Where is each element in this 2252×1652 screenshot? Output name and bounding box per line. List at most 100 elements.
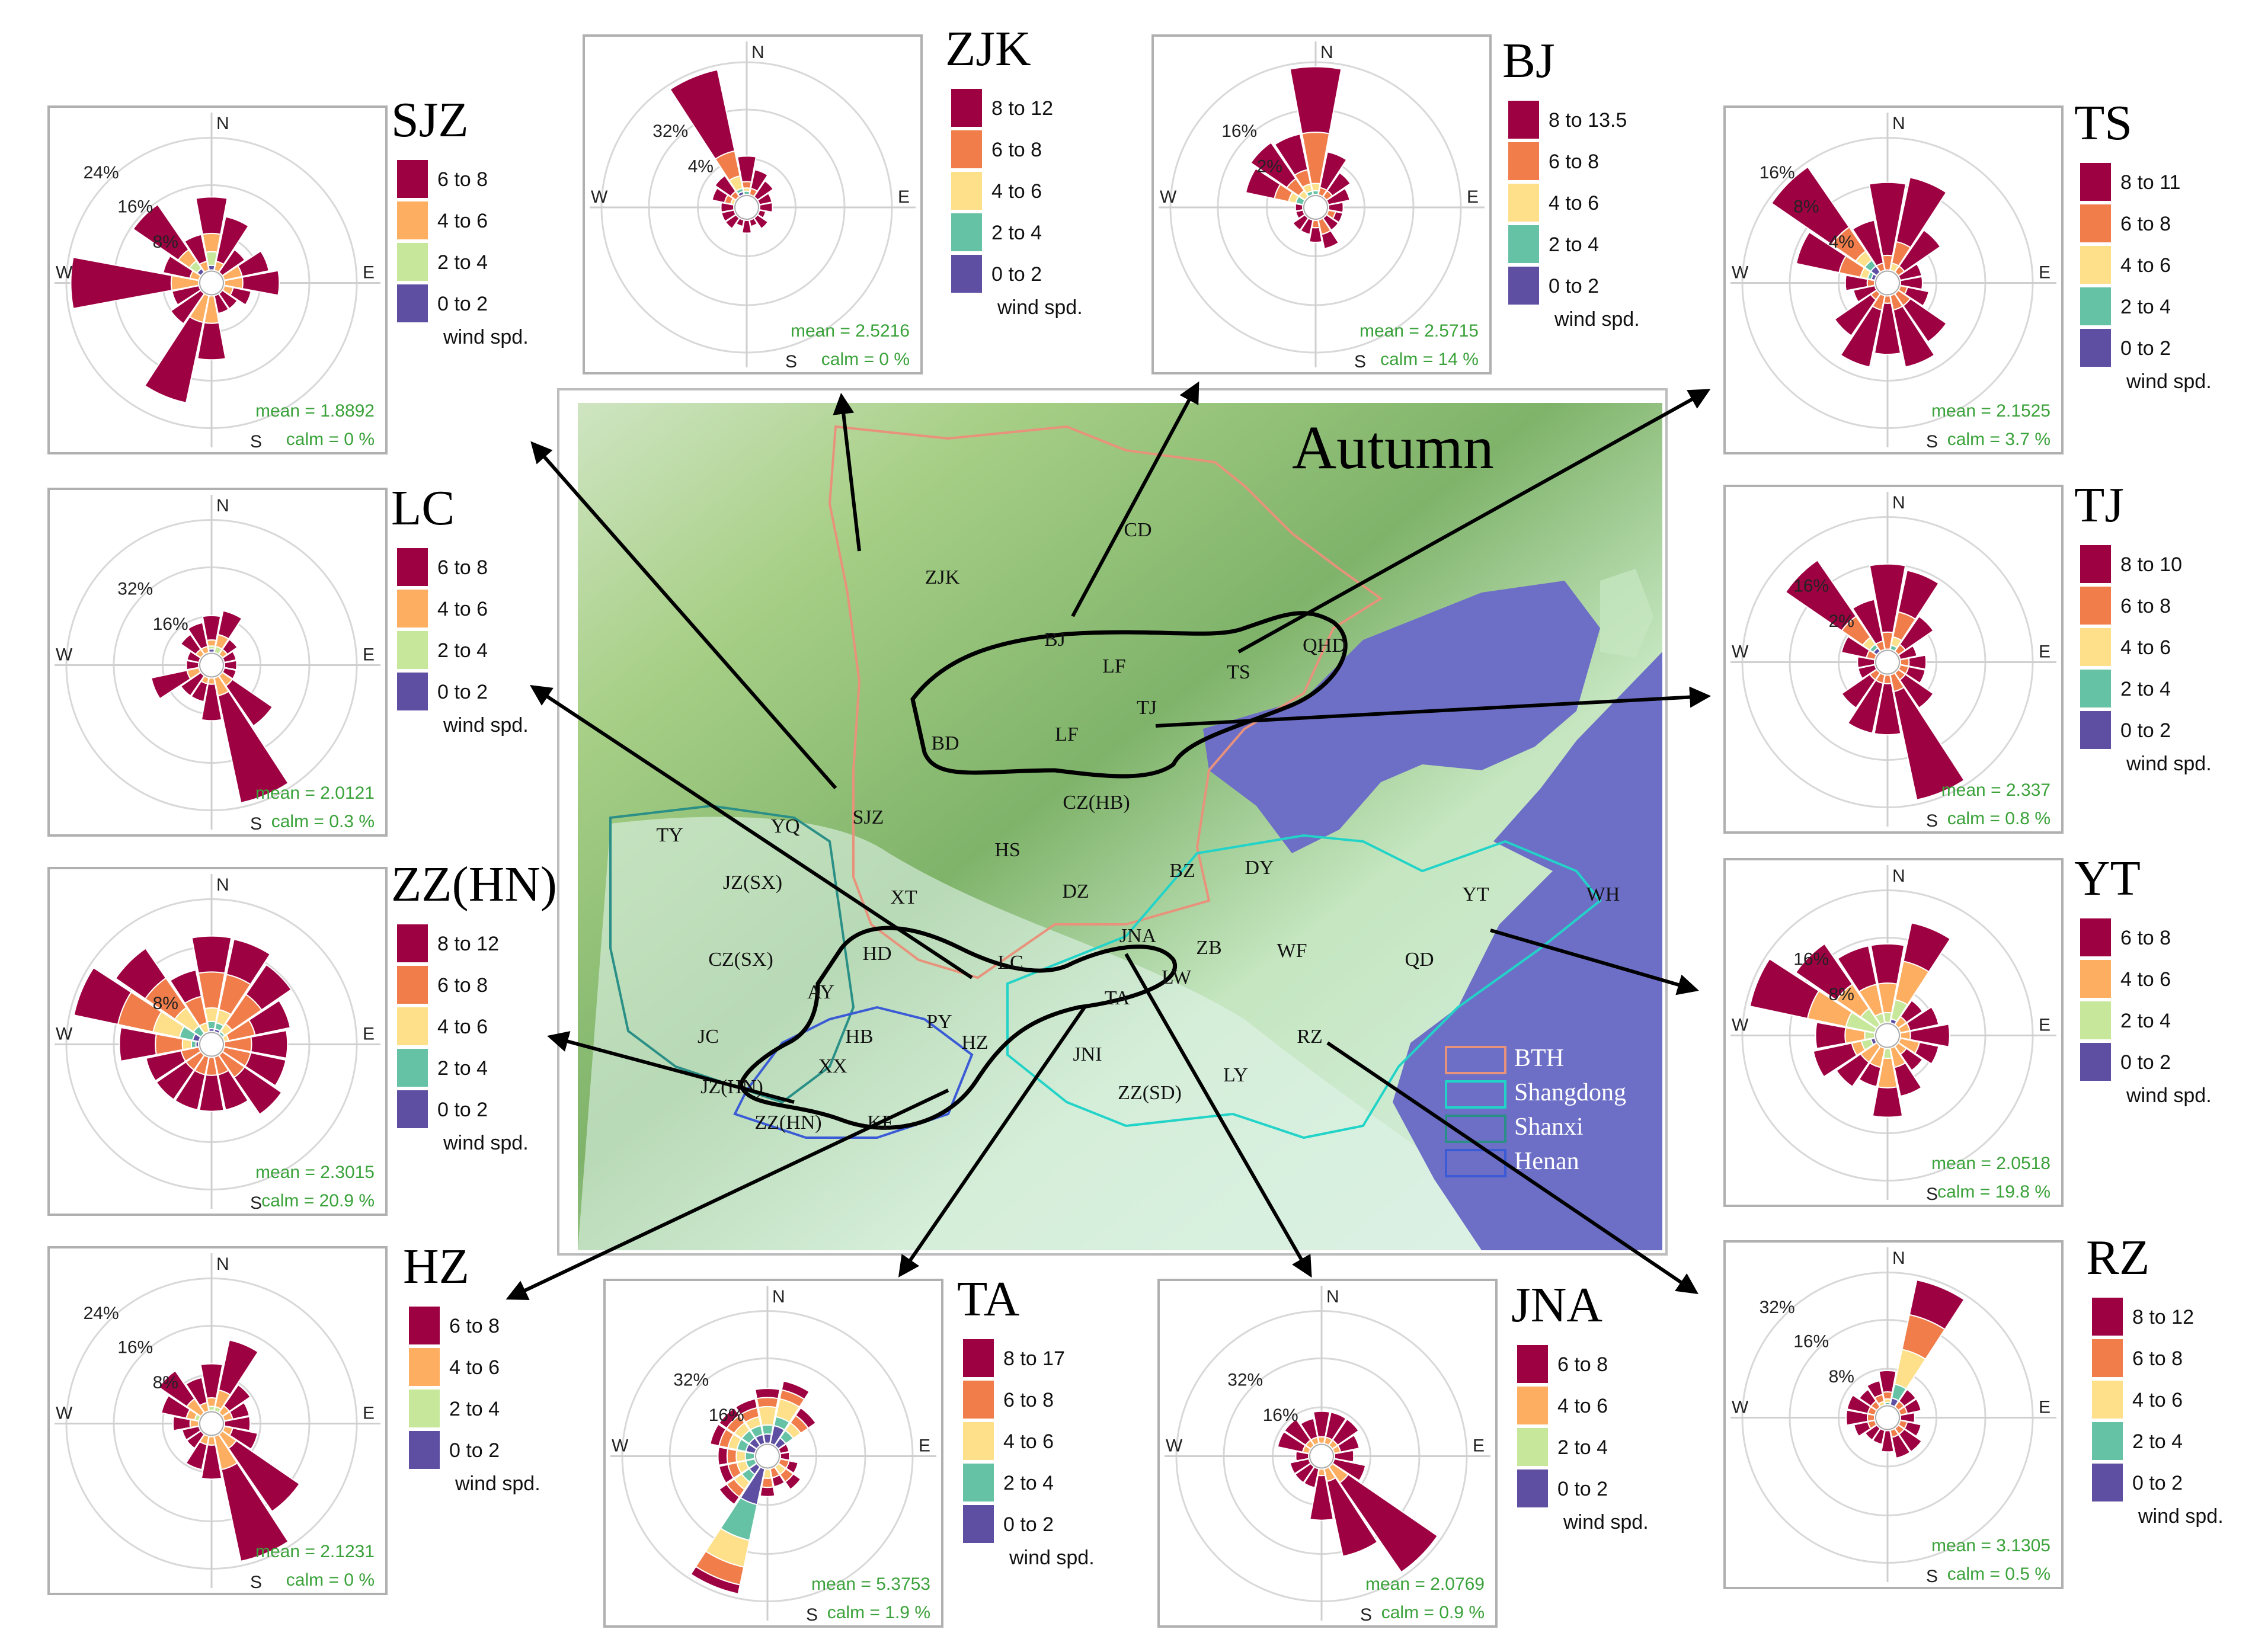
dir-w: W <box>1732 642 1749 662</box>
rose-petal-segment <box>222 667 237 680</box>
city-label: LF <box>1055 723 1079 745</box>
speed-swatch <box>1508 225 1539 263</box>
city-label: YQ <box>770 815 799 837</box>
speed-swatch <box>409 1307 440 1344</box>
city-label: LC <box>997 952 1023 974</box>
speed-label: 2 to 4 <box>437 1057 488 1080</box>
dir-w: W <box>612 1436 629 1456</box>
city-label: BZ <box>1169 860 1195 882</box>
dir-s: S <box>1926 811 1938 831</box>
rose-petal-segment <box>714 174 737 197</box>
rose-petal-segment <box>180 633 202 655</box>
rose-petal-segment <box>1339 1473 1439 1573</box>
legend-footer: wind spd. <box>1554 308 1640 331</box>
region-legend: BTH Shangdong Shanxi Henan <box>1445 1045 1626 1177</box>
ring-label: 8% <box>153 232 178 252</box>
rose-petal-segment <box>709 1423 727 1447</box>
ring-label: 2% <box>1829 612 1854 631</box>
ring-label: 32% <box>673 1371 709 1390</box>
calm-circle <box>1875 270 1900 296</box>
speed-label: 4 to 6 <box>1557 1395 1608 1417</box>
speed-label: 0 to 2 <box>2120 337 2171 360</box>
dir-e: E <box>1473 1436 1485 1456</box>
city-label: CD <box>1124 519 1151 541</box>
rose-petal-segment <box>1904 286 1930 307</box>
dir-s: S <box>250 1193 262 1213</box>
speed-label: 8 to 11 <box>2120 171 2180 194</box>
dir-e: E <box>363 263 375 283</box>
rose-petal-segment <box>1899 276 1923 290</box>
city-label: TY <box>656 824 683 846</box>
calm-stat: calm = 0 % <box>286 430 375 449</box>
rose-petal-segment <box>1313 1410 1330 1438</box>
dir-s: S <box>1926 1567 1938 1586</box>
rose-petal-segment <box>132 203 190 261</box>
rose-petal-segment <box>185 659 200 671</box>
rose-petal-segment <box>221 638 238 655</box>
rose-petal-segment <box>1840 305 1883 368</box>
ring-label: 16% <box>1221 121 1257 141</box>
rose-petal-segment <box>158 1369 196 1408</box>
rose-petal-segment <box>741 181 753 189</box>
rose-petal-segment <box>185 1376 208 1407</box>
speed-label: 2 to 4 <box>1003 1472 1054 1494</box>
legend-footer: wind spd. <box>2126 753 2212 775</box>
speed-label: 8 to 13.5 <box>1549 109 1627 132</box>
rose-petal-segment <box>718 1407 741 1429</box>
city-label: TA <box>1105 987 1130 1009</box>
ring-label: 16% <box>117 1338 153 1358</box>
rose-petal-segment <box>734 1398 758 1416</box>
city-label: XT <box>890 886 917 908</box>
rose-petal-segment <box>1898 263 1922 281</box>
calm-stat: calm = 19.8 % <box>1937 1182 2051 1202</box>
rose-petal-segment <box>1795 231 1847 274</box>
dir-e: E <box>2039 642 2051 662</box>
city-label: ZJK <box>925 566 960 588</box>
rose-petal-segment <box>241 270 280 296</box>
ring-label: 16% <box>1793 950 1829 969</box>
station-title: HZ <box>403 1239 469 1294</box>
panel-zzhn: N E W S 8% mean = 2.3015 calm = 20.9 % ZZ(HN) 8 … <box>47 857 557 1216</box>
speed-swatch <box>409 1431 440 1469</box>
rose-petal-segment <box>180 671 205 697</box>
city-label: JC <box>698 1026 719 1048</box>
dir-w: W <box>56 1025 73 1044</box>
legend-footer: wind spd. <box>2126 1084 2212 1107</box>
rose-petal-segment <box>1294 1462 1315 1484</box>
arrows <box>506 381 1712 1300</box>
panel-tj: N E W S 2%16% mean = 2.337 calm = 0.8 % TJ 8 to … <box>1723 478 2212 834</box>
rose-petal-segment <box>1326 171 1352 197</box>
dir-n: N <box>216 1254 229 1274</box>
speed-label: 2 to 4 <box>1549 233 1599 256</box>
speed-swatch <box>963 1339 994 1377</box>
dir-n: N <box>751 43 764 62</box>
city-label: LY <box>1223 1064 1248 1086</box>
ring-label: 8% <box>1793 197 1819 217</box>
speed-swatch <box>2092 1298 2123 1336</box>
speed-swatch <box>1517 1345 1548 1383</box>
speed-swatch <box>2080 1043 2111 1081</box>
speed-swatch <box>951 89 982 127</box>
rose-petal-segment <box>1893 1062 1922 1097</box>
speed-label: 0 to 2 <box>1557 1478 1608 1500</box>
mean-stat: mean = 5.3753 <box>811 1574 930 1594</box>
calm-circle <box>734 195 759 220</box>
city-label: HZ <box>961 1032 988 1054</box>
rose-petal-segment <box>1292 214 1309 231</box>
rose-petal-segment <box>1794 943 1853 1001</box>
rose-petal-segment <box>119 1026 157 1062</box>
speed-swatch <box>2080 163 2111 201</box>
legend-footer: wind spd. <box>2138 1505 2224 1528</box>
rose-petal-segment <box>1851 219 1885 267</box>
speed-swatch <box>2080 287 2111 325</box>
speed-swatch <box>397 284 428 322</box>
speed-label: 2 to 4 <box>2120 1010 2171 1032</box>
dir-e: E <box>1467 187 1479 207</box>
city-label: RZ <box>1297 1026 1322 1048</box>
rose-petal-segment <box>1325 1411 1347 1441</box>
rose-petal-segment <box>195 196 228 235</box>
rose-petal-segment <box>217 610 243 640</box>
rose-petal-segment <box>753 180 775 201</box>
